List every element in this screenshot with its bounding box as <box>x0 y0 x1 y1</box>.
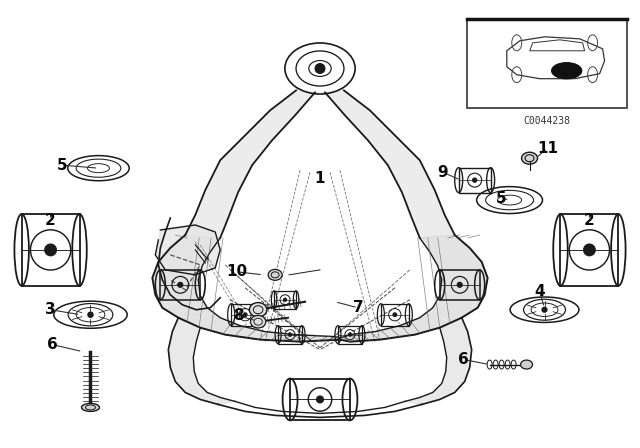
Circle shape <box>316 64 324 73</box>
Polygon shape <box>340 235 488 342</box>
Bar <box>22 214 79 286</box>
Text: 5: 5 <box>57 158 68 172</box>
Bar <box>467 18 627 108</box>
Bar <box>561 214 618 286</box>
Bar <box>290 379 350 420</box>
Ellipse shape <box>268 269 282 280</box>
Circle shape <box>88 312 93 317</box>
Bar <box>459 168 491 193</box>
Ellipse shape <box>250 302 267 317</box>
Ellipse shape <box>81 404 99 411</box>
Polygon shape <box>168 318 235 405</box>
Bar <box>274 291 296 309</box>
Circle shape <box>243 313 247 316</box>
Text: 7: 7 <box>353 300 364 315</box>
Polygon shape <box>186 90 315 238</box>
Text: 9: 9 <box>437 165 448 180</box>
Text: 8: 8 <box>233 308 243 323</box>
Circle shape <box>473 178 477 182</box>
Text: 11: 11 <box>537 141 558 156</box>
Circle shape <box>349 333 351 336</box>
Text: 6: 6 <box>458 352 469 367</box>
Circle shape <box>45 244 56 256</box>
Ellipse shape <box>552 63 582 79</box>
Circle shape <box>178 282 182 287</box>
Polygon shape <box>156 225 220 275</box>
Circle shape <box>584 244 595 256</box>
Polygon shape <box>405 318 472 405</box>
Ellipse shape <box>522 152 538 164</box>
Polygon shape <box>152 235 340 342</box>
Text: C0044238: C0044238 <box>524 116 570 126</box>
Circle shape <box>289 333 291 336</box>
Bar <box>440 270 479 300</box>
Circle shape <box>542 307 547 312</box>
Circle shape <box>317 396 323 403</box>
Bar <box>161 270 200 300</box>
Text: 2: 2 <box>45 212 56 228</box>
Circle shape <box>393 313 397 316</box>
Circle shape <box>284 298 287 301</box>
Text: 6: 6 <box>47 337 58 352</box>
Text: 2: 2 <box>584 212 595 228</box>
Text: 10: 10 <box>227 264 248 280</box>
Polygon shape <box>325 90 454 238</box>
Text: 4: 4 <box>534 284 545 299</box>
Bar <box>381 304 409 326</box>
Text: 5: 5 <box>496 190 507 206</box>
Bar <box>231 304 259 326</box>
Bar <box>278 326 302 344</box>
Bar <box>338 326 362 344</box>
Text: 1: 1 <box>315 171 325 185</box>
Ellipse shape <box>520 360 532 369</box>
Text: 3: 3 <box>45 302 56 317</box>
Circle shape <box>458 282 462 287</box>
Ellipse shape <box>250 315 266 328</box>
